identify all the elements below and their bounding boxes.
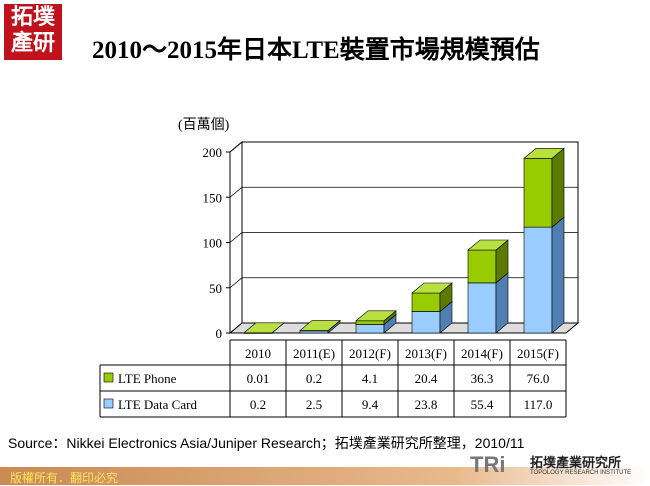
legend-label: LTE Phone [118,371,177,386]
bar-side [551,147,565,228]
data-label: 0.2 [306,371,322,386]
category-label: 2010 [245,346,271,361]
y-tick-label: 0 [216,326,223,341]
y-tick-label: 100 [203,236,223,251]
legend-swatch [103,372,114,383]
y-unit-label: (百萬個) [178,118,230,133]
category-label: 2015(F) [517,346,559,361]
logo: 拓墣產研 [4,4,62,60]
category-label: 2013(F) [405,346,447,361]
data-label: 0.2 [250,397,266,412]
bar-lte-data-card [523,226,553,334]
bar-top [299,320,341,331]
bar-side [495,272,509,334]
bar-top [355,310,397,322]
bar-top [467,239,509,251]
copyright: 版權所有．翻印必究 [10,471,119,485]
bar-lte-phone [467,249,497,284]
bar-top [411,282,453,294]
gridline [229,232,578,243]
category-label: 2014(F) [461,346,503,361]
data-label: 55.4 [471,397,494,412]
data-label: 0.01 [247,371,270,386]
bar-top [243,322,285,334]
bar-lte-data-card [467,282,497,334]
y-tick-label: 50 [209,281,222,296]
data-label: 117.0 [524,397,553,412]
gridline [229,141,578,153]
data-label: 9.4 [362,397,379,412]
data-label: 20.4 [415,371,438,386]
bar-lte-phone [523,158,553,228]
legend-label: LTE Data Card [118,397,197,412]
source-note: Source：Nikkei Electronics Asia/Juniper R… [8,435,525,451]
bar-side [551,216,565,334]
bar-lte-phone [411,292,441,312]
gridline [229,277,578,289]
bar-lte-data-card [355,324,385,334]
gridline [229,186,578,198]
page-title: 2010～2015年日本LTE裝置市場規模預估 [92,37,540,64]
data-label: 4.1 [362,371,378,386]
org-name-cn: 拓墣產業研究所 [530,455,622,470]
chart: 0 50 100 150 200 2010 2011(E) 2012(F) 2013(F) 201… [99,140,580,418]
y-tick-label: 150 [203,190,223,205]
category-label: 2011(E) [293,346,335,361]
org-name-en: TOPOLOGY RESEARCH INSTITUTE [530,470,632,476]
data-label: 36.3 [471,371,494,386]
legend-swatch [103,398,114,409]
bar-lte-phone [355,320,385,325]
y-tick-label: 200 [203,145,223,160]
footer-bar [0,467,650,485]
data-label: 76.0 [527,371,550,386]
data-label: 23.8 [415,397,438,412]
tri-logo: TRi [470,452,506,477]
bar-lte-data-card [411,311,441,334]
category-label: 2012(F) [349,346,391,361]
data-label: 2.5 [306,397,322,412]
bar-top [523,148,565,159]
